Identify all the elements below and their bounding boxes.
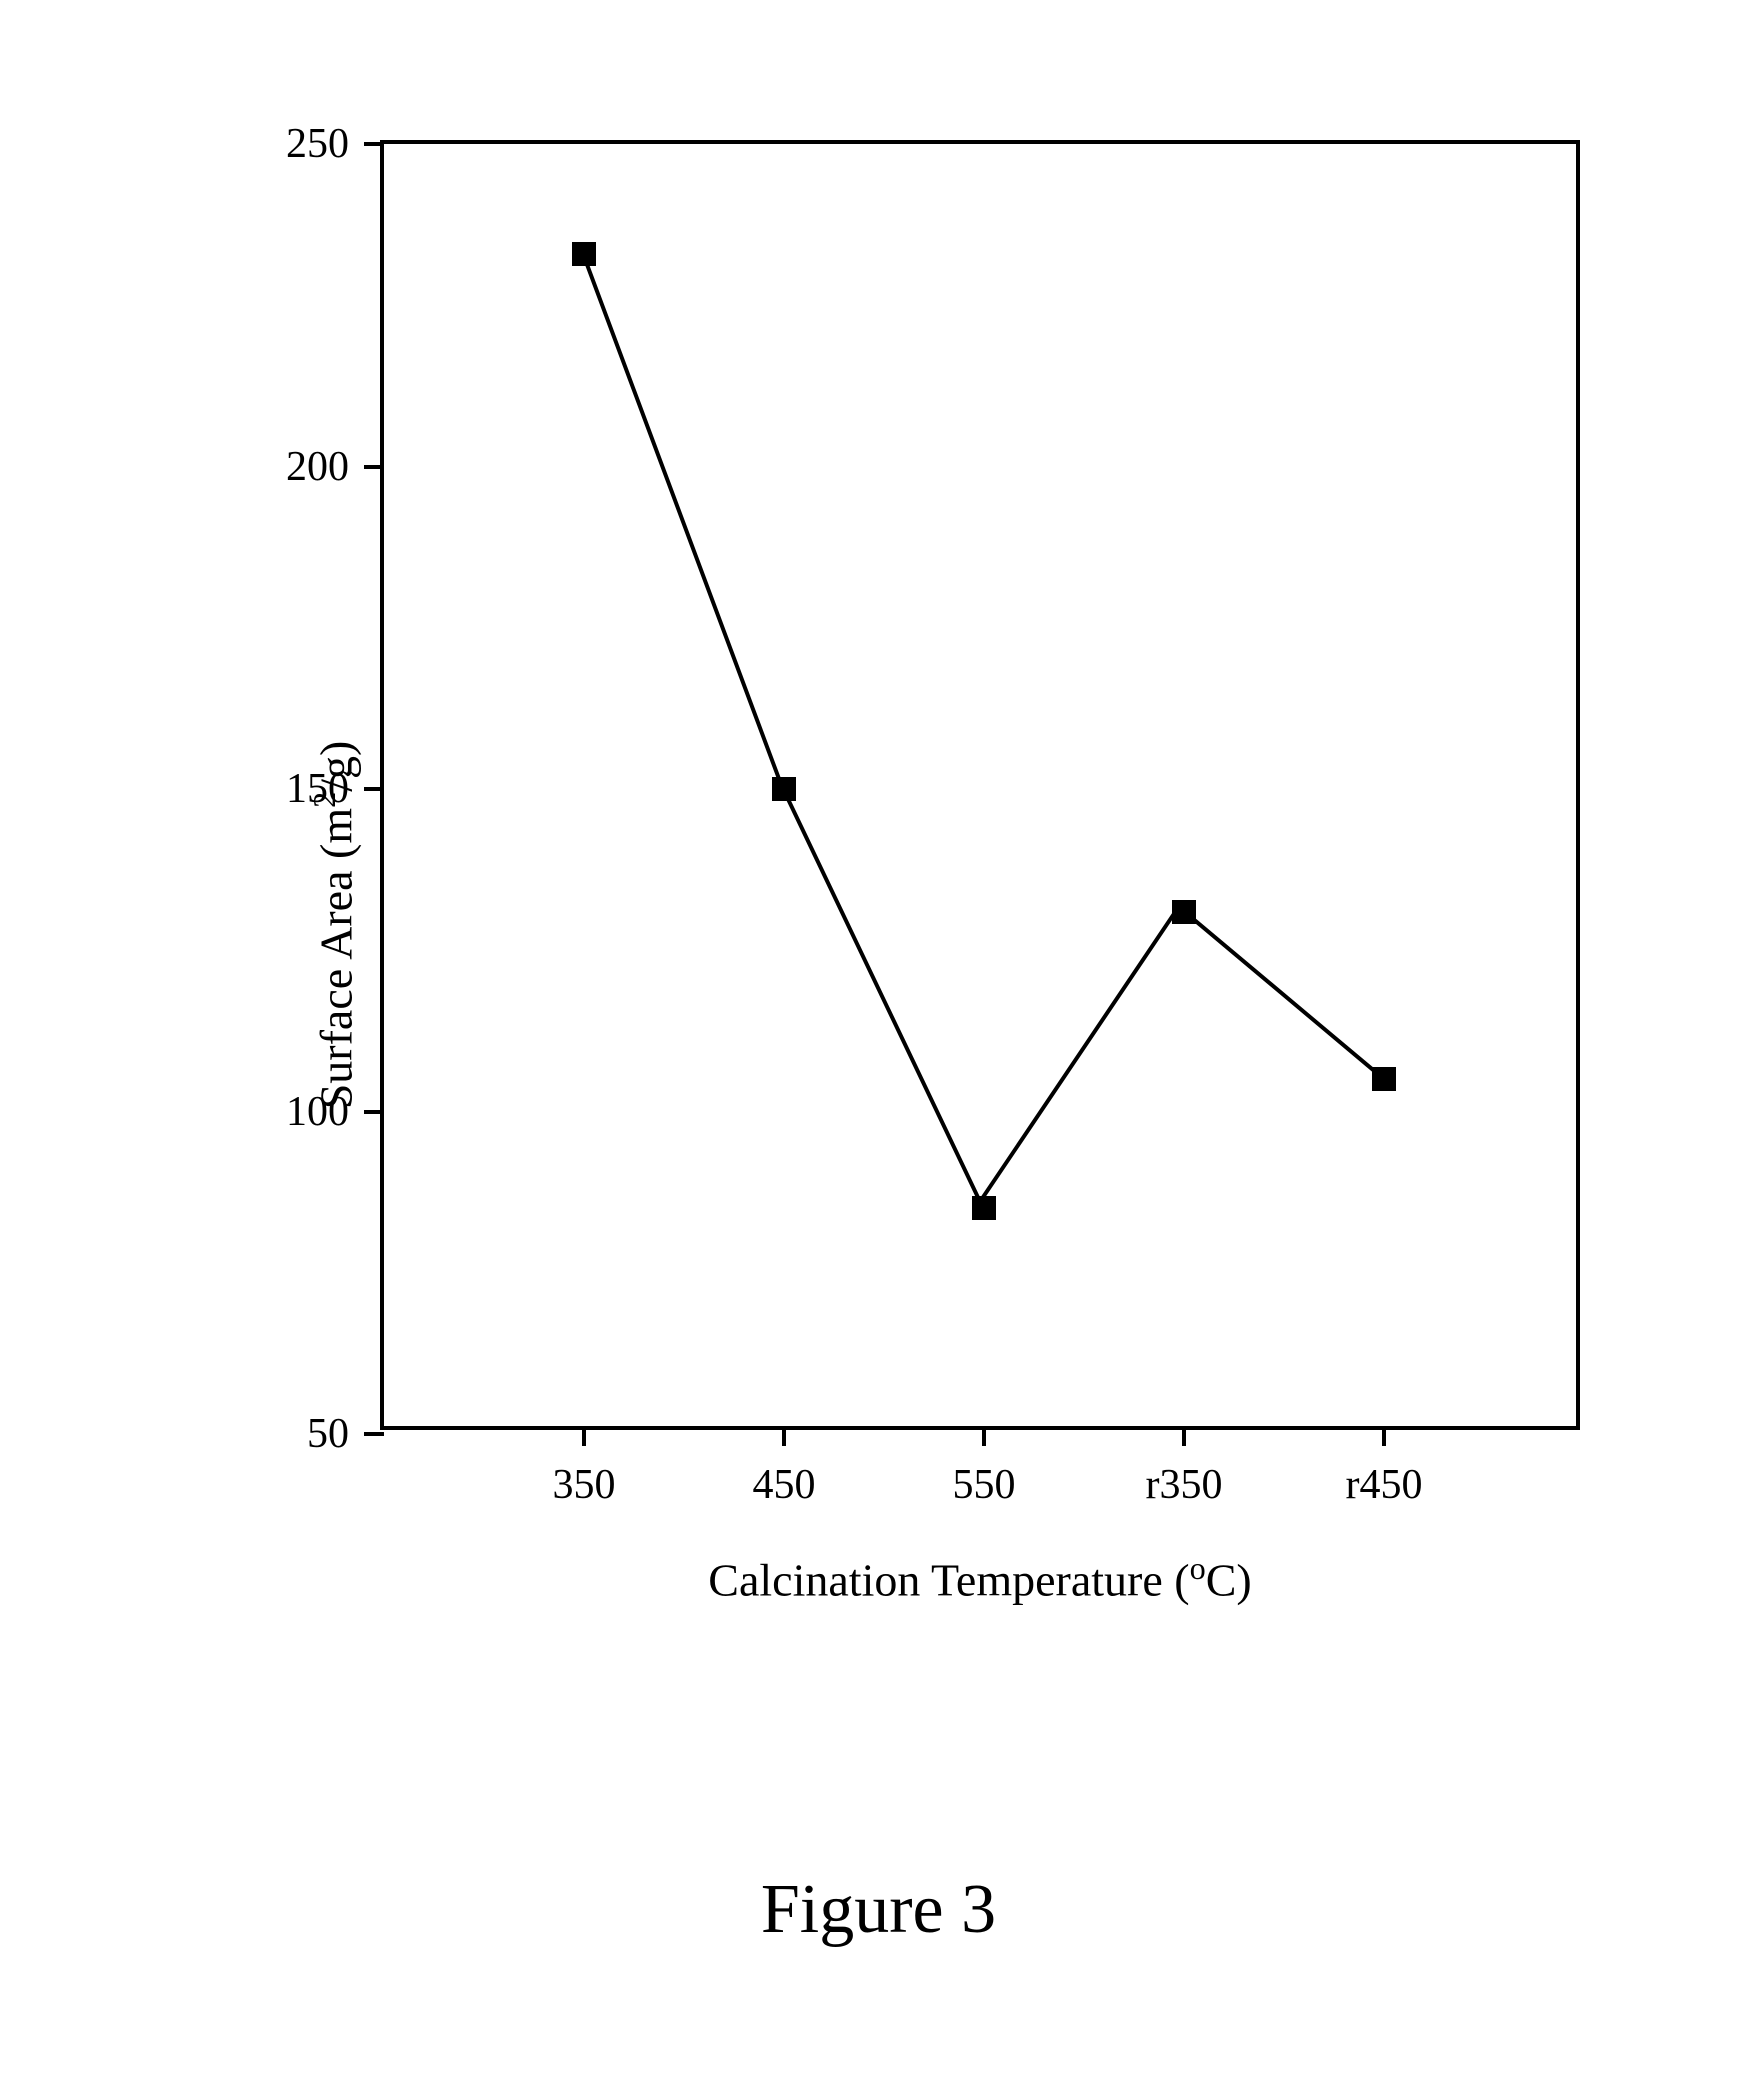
y-tick-label: 250 bbox=[286, 120, 349, 168]
data-marker bbox=[1372, 1067, 1396, 1091]
data-marker bbox=[772, 777, 796, 801]
y-tick-label: 200 bbox=[286, 443, 349, 491]
x-tick-label: r350 bbox=[1146, 1461, 1223, 1509]
x-tick bbox=[1182, 1426, 1186, 1446]
x-tick-label: 450 bbox=[752, 1461, 815, 1509]
x-tick bbox=[582, 1426, 586, 1446]
x-tick-label: r450 bbox=[1345, 1461, 1422, 1509]
figure-caption: Figure 3 bbox=[761, 1870, 996, 1950]
x-tick bbox=[1382, 1426, 1386, 1446]
y-tick bbox=[364, 142, 384, 146]
x-tick bbox=[782, 1426, 786, 1446]
x-tick-label: 550 bbox=[953, 1461, 1016, 1509]
data-marker bbox=[572, 242, 596, 266]
y-axis-title: Surface Area (m2/g) bbox=[306, 741, 362, 1110]
x-tick bbox=[982, 1426, 986, 1446]
plot-area: Calcination Temperature (oC)501001502002… bbox=[380, 140, 1580, 1430]
x-axis-title: Calcination Temperature (oC) bbox=[708, 1550, 1251, 1606]
y-tick-label: 50 bbox=[307, 1410, 349, 1458]
y-tick bbox=[364, 1432, 384, 1436]
chart-container: Calcination Temperature (oC)501001502002… bbox=[100, 100, 1650, 1750]
data-marker bbox=[1172, 900, 1196, 924]
line-path bbox=[384, 144, 1576, 1426]
y-tick bbox=[364, 1110, 384, 1114]
y-tick bbox=[364, 787, 384, 791]
y-tick bbox=[364, 465, 384, 469]
x-tick-label: 350 bbox=[553, 1461, 616, 1509]
data-marker bbox=[972, 1196, 996, 1220]
